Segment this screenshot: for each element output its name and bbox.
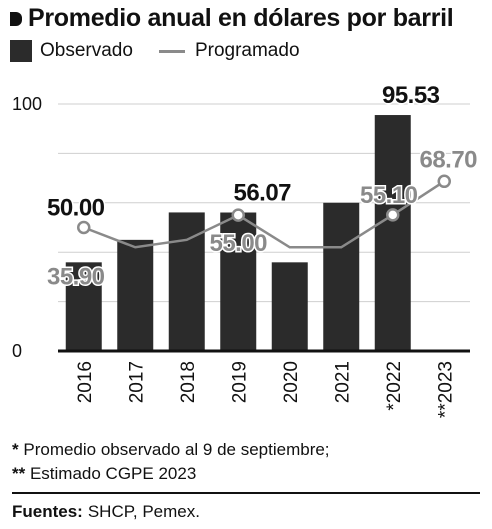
x-tick-label: 2021 — [332, 361, 353, 403]
bar — [220, 212, 257, 351]
x-tick-label: 2020 — [281, 361, 302, 403]
legend: Observado Programado — [10, 40, 300, 62]
legend-line-icon — [158, 49, 185, 53]
x-tick-label: *2022 — [384, 361, 405, 411]
title-marker-icon — [10, 11, 22, 26]
data-label: 56.07 — [233, 180, 291, 207]
source-text: SHCP, Pemex. — [87, 502, 200, 521]
data-label: 55.00 — [209, 230, 267, 257]
footnote-1-mark: * — [12, 440, 19, 459]
programmed-point-marker — [386, 208, 400, 222]
data-label: 35.90 — [47, 263, 105, 290]
x-tick-label: **2023 — [435, 361, 456, 418]
footnote-2-mark: ** — [12, 464, 26, 483]
bar — [271, 262, 308, 351]
programmed-series-line — [83, 180, 445, 249]
legend-programmed-label: Programado — [194, 40, 300, 61]
programmed-point-marker — [437, 174, 451, 189]
bar — [117, 239, 154, 351]
divider — [12, 492, 480, 494]
programmed-point-marker — [231, 208, 245, 222]
footnotes: * Promedio observado al 9 de septiembre;… — [12, 438, 330, 486]
footnote-1-text: Promedio observado al 9 de septiembre; — [23, 440, 330, 459]
title-row: Promedio anual en dólares por barril — [10, 4, 454, 33]
data-label: 68.70 — [419, 146, 477, 173]
x-tick-label: 2018 — [178, 361, 199, 403]
legend-bar-swatch-icon — [10, 40, 32, 62]
legend-observed-label: Observado — [40, 40, 133, 61]
x-tick-label: 2017 — [126, 361, 147, 403]
y-tick-label: 100 — [12, 94, 42, 114]
chart-title: Promedio anual en dólares por barril — [28, 4, 454, 32]
bar — [323, 202, 360, 351]
footnote-2-text: Estimado CGPE 2023 — [29, 464, 197, 483]
footnote-1: * Promedio observado al 9 de septiembre; — [12, 438, 330, 462]
y-tick-label: 0 — [12, 341, 22, 361]
programmed-point-marker — [77, 220, 91, 235]
bar — [374, 115, 411, 352]
source: Fuentes: SHCP, Pemex. — [12, 502, 200, 522]
footnote-2: ** Estimado CGPE 2023 — [12, 462, 330, 486]
x-tick-label: 2016 — [75, 361, 96, 403]
bar — [168, 212, 205, 351]
data-label: 50.00 — [47, 195, 105, 222]
data-label: 95.53 — [382, 82, 440, 109]
x-tick-label: 2019 — [229, 361, 250, 403]
bar — [65, 262, 102, 351]
data-label: 55.10 — [360, 182, 418, 209]
source-label: Fuentes: — [12, 502, 83, 521]
